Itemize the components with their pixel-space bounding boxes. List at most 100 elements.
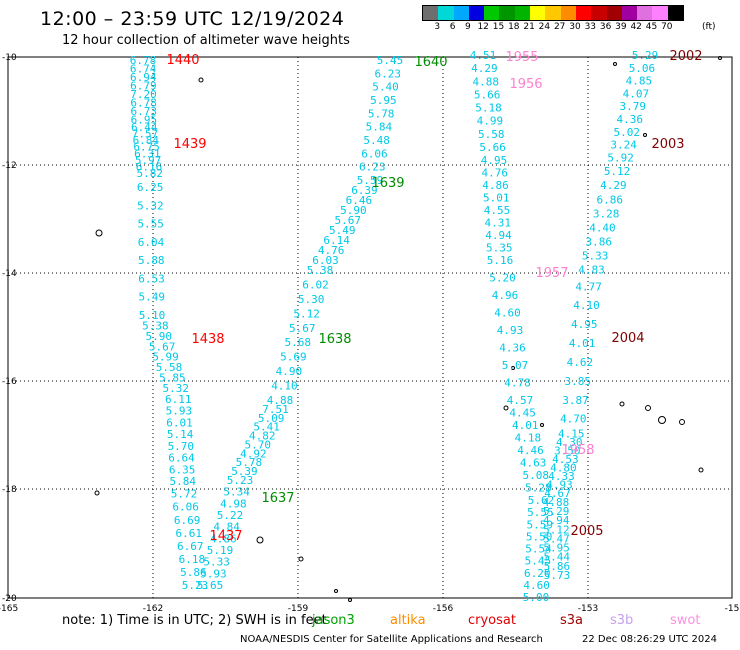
color-swatch <box>591 6 607 20</box>
color-swatch <box>560 6 576 20</box>
color-scale-tick: 9 <box>465 22 471 32</box>
wave-height-value: 5.59 <box>527 518 554 531</box>
wave-height-value: 5.73 <box>544 569 571 582</box>
pass-time-label: 1440 <box>166 53 199 68</box>
wave-height-value: 4.86 <box>210 532 237 545</box>
wave-height-value: 5.82 <box>136 167 163 180</box>
wave-height-value: 6.01 <box>166 416 193 429</box>
wave-height-value: 4.07 <box>623 87 650 100</box>
wave-height-value: 4.36 <box>499 342 526 355</box>
wave-height-value: 6.11 <box>165 393 192 406</box>
wave-height-value: 5.88 <box>138 254 165 267</box>
wave-height-value: 6.84 <box>133 134 160 147</box>
color-scale-unit: (ft) <box>702 22 716 32</box>
wave-height-value: 4.90 <box>276 365 303 378</box>
wave-height-value: 5.90 <box>340 204 367 217</box>
wave-height-value: 5.34 <box>223 486 250 499</box>
map-subtitle: 12 hour collection of altimeter wave hei… <box>62 33 350 48</box>
y-tick-label: -10 <box>2 53 17 63</box>
wave-height-value: 5.35 <box>486 242 513 255</box>
wave-height-value: 5.30 <box>298 293 325 306</box>
x-tick-label: -159 <box>288 604 309 614</box>
wave-height-value: 4.83 <box>578 263 605 276</box>
wave-height-value: 5.02 <box>613 126 640 139</box>
wave-height-value: 6.06 <box>361 147 388 160</box>
wave-height-value: 4.98 <box>220 497 247 510</box>
island-outline <box>334 589 338 593</box>
island-outline <box>619 401 625 407</box>
wave-height-value: 6.78 <box>130 54 157 67</box>
wave-height-value: 5.23 <box>182 579 209 592</box>
x-tick-label: -165 <box>0 604 18 614</box>
wave-height-value: 6.18 <box>179 553 206 566</box>
wave-height-value: 4.70 <box>560 413 587 426</box>
wave-height-value: 5.10 <box>139 309 166 322</box>
y-tick-label: -14 <box>2 269 17 279</box>
island-outline <box>348 598 352 602</box>
island-outline <box>95 229 103 237</box>
color-scale-tick: 6 <box>449 22 456 32</box>
wave-height-value: 4.92 <box>240 447 267 460</box>
color-scale-ticks: 3 6 9 12 15 18 21 24 27 30 33 36 39 42 45 70 <box>422 22 732 34</box>
wave-height-value: 4.60 <box>494 307 521 320</box>
wave-height-value: 5.95 <box>370 94 397 107</box>
wave-height-value: 4.93 <box>497 324 524 337</box>
wave-height-value: 4.78 <box>504 377 531 390</box>
wave-height-value: 4.60 <box>523 579 550 592</box>
pass-time-label: 1438 <box>191 332 224 347</box>
island-outline <box>645 405 651 411</box>
wave-height-value: 5.59 <box>357 174 384 187</box>
wave-height-value: 4.95 <box>481 154 508 167</box>
wave-height-value: 4.67 <box>544 487 571 500</box>
wave-height-value: 5.28 <box>525 482 552 495</box>
wave-height-value: 5.67 <box>335 214 362 227</box>
mission-label: swot <box>670 613 701 628</box>
wave-height-value: 5.70 <box>168 440 195 453</box>
wave-height-value: 5.66 <box>474 88 501 101</box>
wave-height-value: 5.85 <box>159 372 186 385</box>
color-scale-tick: 39 <box>615 22 627 32</box>
map-frame <box>7 56 733 599</box>
wave-height-value: 7.51 <box>262 403 289 416</box>
wave-height-value: 4.29 <box>600 179 627 192</box>
wave-height-value: 5.70 <box>245 438 272 451</box>
color-scale-tick: 15 <box>492 22 505 32</box>
wave-height-value: 4.84 <box>213 521 240 534</box>
wave-height-value: 5.08 <box>523 469 550 482</box>
pass-time-label: 2002 <box>669 49 702 64</box>
pass-time-label: 1958 <box>561 443 594 458</box>
wave-height-value: 5.93 <box>200 567 227 580</box>
wave-height-value: 4.96 <box>492 289 519 302</box>
wave-height-value: 6.31 <box>134 147 161 160</box>
y-tick-label: -20 <box>2 594 17 604</box>
wave-height-value: 5.38 <box>142 319 169 332</box>
wave-height-value: 6.74 <box>130 62 157 75</box>
wave-height-value: 5.49 <box>329 224 356 237</box>
color-scale-tick: 33 <box>584 22 597 32</box>
wave-height-value: 4.95 <box>571 318 598 331</box>
wave-height-value: 4.33 <box>548 470 575 483</box>
color-swatch <box>438 6 454 20</box>
wave-height-value: 5.92 <box>607 151 634 164</box>
wave-height-value: 6.69 <box>174 514 201 527</box>
pass-time-label: 1437 <box>209 529 242 544</box>
wave-height-value: 4.88 <box>543 496 570 509</box>
color-swatch <box>423 6 439 20</box>
wave-height-value: 7.20 <box>130 88 157 101</box>
wave-height-value: 5.72 <box>171 488 198 501</box>
color-scale-tick: 18 <box>508 22 520 32</box>
generated-timestamp: 22 Dec 08:26:29 UTC 2024 <box>582 634 717 645</box>
wave-height-value: 5.67 <box>289 322 316 335</box>
color-scale-tick: 70 <box>661 22 673 32</box>
color-swatch <box>575 6 592 20</box>
map-title: 12:00 – 23:59 UTC 12/19/2024 <box>40 8 345 30</box>
wave-height-value: 5.12 <box>604 165 631 178</box>
wave-height-value: 3.50 <box>554 444 581 457</box>
wave-height-value: 6.46 <box>346 194 373 207</box>
color-swatch <box>652 6 668 20</box>
wave-height-value: 4.94 <box>485 229 512 242</box>
x-tick-label: -15 <box>725 604 740 614</box>
color-swatch <box>484 6 500 20</box>
wave-height-value: 4.31 <box>485 217 512 230</box>
x-tick-label: -153 <box>578 604 598 614</box>
